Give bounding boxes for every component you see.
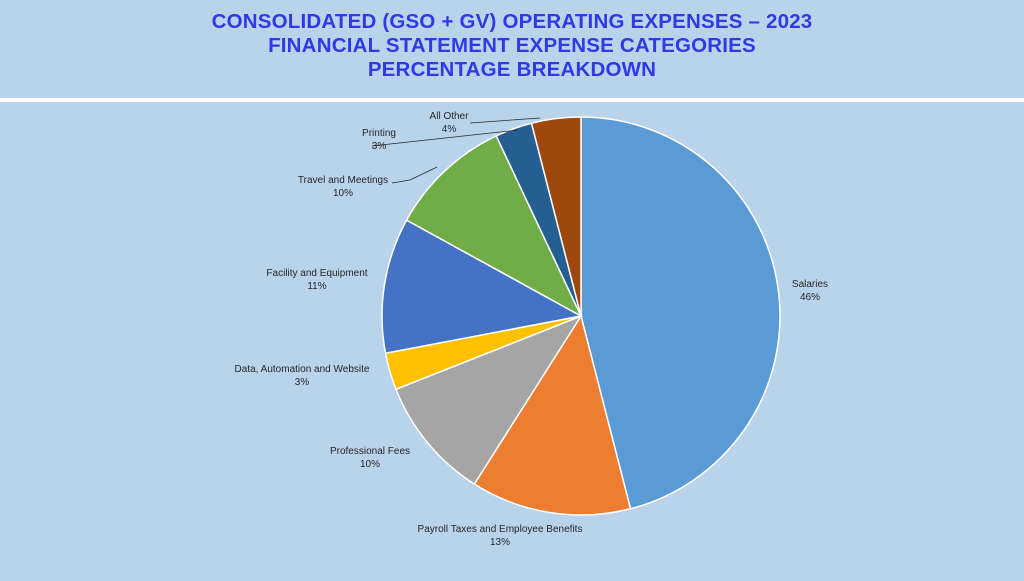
- pie-slice-facility-and-equipment: [381, 219, 584, 355]
- slice-label-travel-and-meetings: Travel and Meetings: [298, 175, 388, 186]
- slice-label-professional-fees: Professional Fees: [330, 446, 410, 457]
- slice-percent-professional-fees: 10%: [360, 459, 380, 470]
- slice-percent-payroll-taxes-and-employee-benefits: 13%: [490, 537, 510, 548]
- slice-label-salaries: Salaries: [792, 279, 828, 290]
- leader-line-printing: [371, 129, 519, 147]
- leader-line-travel-and-meetings: [391, 166, 438, 184]
- slice-percent-facility-and-equipment: 11%: [307, 281, 326, 292]
- slice-percent-printing: 3%: [372, 141, 387, 152]
- slice-label-payroll-taxes-and-employee-benefits: Payroll Taxes and Employee Benefits: [418, 524, 583, 535]
- pie-slice-payroll-taxes-and-employee-benefits: [473, 314, 632, 516]
- slice-percent-travel-and-meetings: 10%: [333, 188, 353, 199]
- slice-label-all-other: All Other: [430, 111, 470, 122]
- slice-percent-all-other: 4%: [442, 124, 457, 135]
- leader-line-all-other: [469, 117, 541, 124]
- pie-slice-salaries: [580, 116, 781, 510]
- pie-slice-travel-and-meetings: [405, 134, 583, 318]
- header-divider: [0, 98, 1024, 102]
- slice-label-printing: Printing: [362, 128, 396, 139]
- chart-header: CONSOLIDATED (GSO + GV) OPERATING EXPENS…: [0, 0, 1024, 98]
- pie-chart: Salaries 46% Payroll Taxes and Employee Be…: [235, 111, 829, 548]
- slice-label-facility-and-equipment: Facility and Equipment: [266, 268, 367, 279]
- slice-label-data-automation-and-website: Data, Automation and Website: [235, 364, 370, 375]
- title-line-3: PERCENTAGE BREAKDOWN: [367, 58, 657, 81]
- title-line-1: CONSOLIDATED (GSO + GV) OPERATING EXPENS…: [211, 10, 813, 33]
- pie-slice-all-other: [530, 116, 582, 317]
- title-line-2: FINANCIAL STATEMENT EXPENSE CATEGORIES: [268, 34, 756, 57]
- pie-slice-professional-fees: [395, 314, 583, 486]
- chart-title: CONSOLIDATED (GSO + GV) OPERATING EXPENS…: [0, 0, 1024, 82]
- slice-percent-salaries: 46%: [800, 292, 820, 303]
- slice-percent-data-automation-and-website: 3%: [295, 377, 310, 388]
- chart-area: Salaries 46% Payroll Taxes and Employee Be…: [0, 102, 1024, 576]
